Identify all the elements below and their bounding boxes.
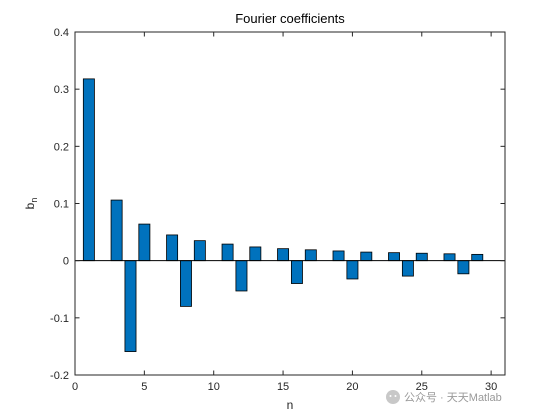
bar-n11 [221, 243, 234, 262]
bar-n21 [360, 251, 373, 262]
bar-n17 [304, 249, 317, 262]
wechat-icon [386, 390, 400, 404]
x-tick-label: 5 [141, 381, 147, 393]
bar-n16 [290, 260, 303, 284]
x-tick-label: 20 [346, 381, 358, 393]
watermark-text: 公众号 · 天天Matlab [404, 391, 502, 404]
bar-n20 [346, 260, 359, 280]
bar-n7 [166, 234, 179, 262]
bar-n29 [471, 253, 484, 262]
chart-title: Fourier coefficients [235, 11, 345, 26]
bar-n3 [110, 199, 123, 262]
y-tick-label: -0.1 [50, 313, 69, 325]
x-tick-label: 15 [277, 381, 289, 393]
x-tick-label: 10 [208, 381, 220, 393]
bar-n24 [401, 260, 414, 277]
y-tick-label: 0.1 [54, 199, 69, 211]
bar-n4 [124, 260, 137, 352]
y-axis-label: bn [23, 198, 39, 210]
x-tick-label: 30 [485, 381, 497, 393]
x-axis-label: n [287, 398, 294, 412]
bar-n13 [249, 246, 262, 262]
bar-n25 [415, 252, 428, 262]
bar-n5 [138, 223, 151, 262]
bar-n15 [277, 248, 290, 262]
y-tick-label: 0.3 [54, 84, 69, 96]
y-tick-label: 0 [63, 256, 69, 268]
ticks-layer: 0 5 10 15 20 25 30 -0.2 -0.1 0 0.1 0.2 0.3 0.4 [50, 27, 505, 393]
bar-n19 [332, 250, 345, 262]
y-tick-label: 0.2 [54, 141, 69, 153]
y-tick-label: -0.2 [50, 370, 69, 382]
bar-n12 [235, 260, 248, 292]
y-tick-label: 0.4 [54, 27, 69, 39]
wechat-icon-eye-right [394, 395, 397, 397]
x-tick-label: 0 [72, 381, 78, 393]
bar-n9 [193, 240, 206, 262]
bar-n28 [457, 260, 470, 275]
bar-n23 [388, 252, 400, 262]
bar-n27 [443, 253, 456, 262]
bar-n1 [82, 78, 95, 262]
wechat-icon-eye-left [389, 395, 392, 397]
y-axis-label-main: b [23, 202, 37, 209]
x-tick-label: 25 [416, 381, 428, 393]
watermark: 公众号 · 天天Matlab [386, 390, 502, 404]
bar-n8 [180, 260, 192, 307]
y-axis-label-subscript: n [29, 198, 39, 203]
